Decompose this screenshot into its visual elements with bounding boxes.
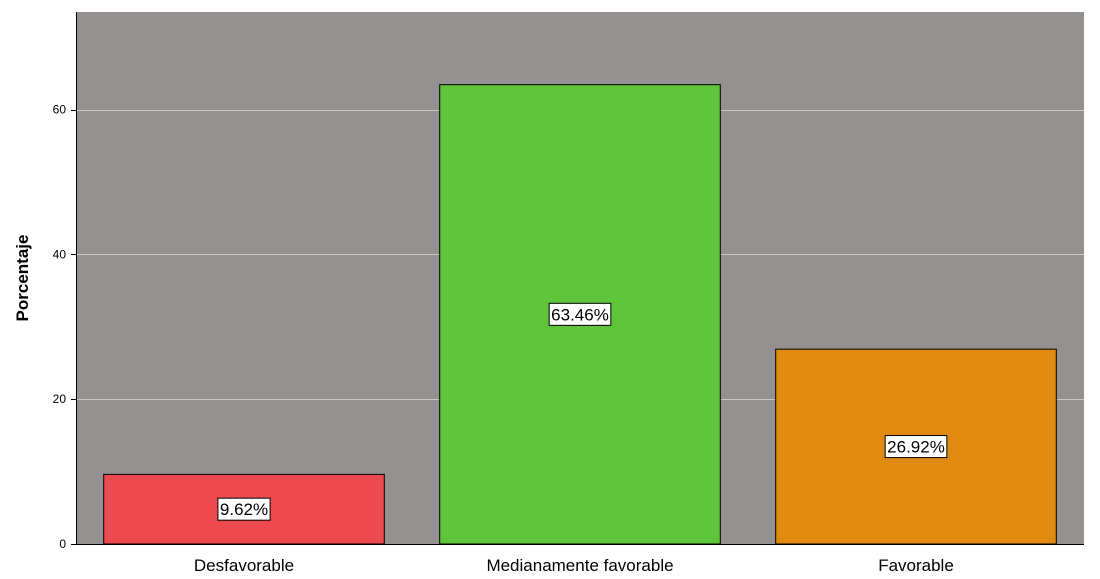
data-label-box-3 [884,435,948,459]
x-tick-label-favorable: Favorable [878,556,954,575]
data-label-box-2 [548,302,612,326]
axes [76,12,1084,545]
y-tick-label-40: 40 [53,247,67,261]
y-tick-label-20: 20 [53,392,67,406]
data-label-3: 26.92% [887,438,945,457]
x-tick-label-desfavorable: Desfavorable [194,556,294,575]
data-label-2: 63.46% [551,305,609,324]
data-label-group-1: 9.62% [217,497,271,521]
x-tick-label-medianamente-favorable: Medianamente favorable [486,556,673,575]
data-label-1: 9.62% [220,500,268,519]
y-tick-label-0: 0 [59,537,66,551]
y-tick-labels: 0 20 40 60 [53,103,76,551]
data-label-box-1 [217,497,271,521]
data-label-group-2: 63.46% [548,302,612,326]
y-axis-label: Porcentaje [13,235,32,322]
data-label-group-3: 26.92% [884,435,948,459]
y-tick-label-60: 60 [53,103,67,117]
data-labels: 9.62% 63.46% 26.92% [217,302,948,521]
x-tick-labels: Desfavorable Medianamente favorable Favora… [194,556,954,575]
